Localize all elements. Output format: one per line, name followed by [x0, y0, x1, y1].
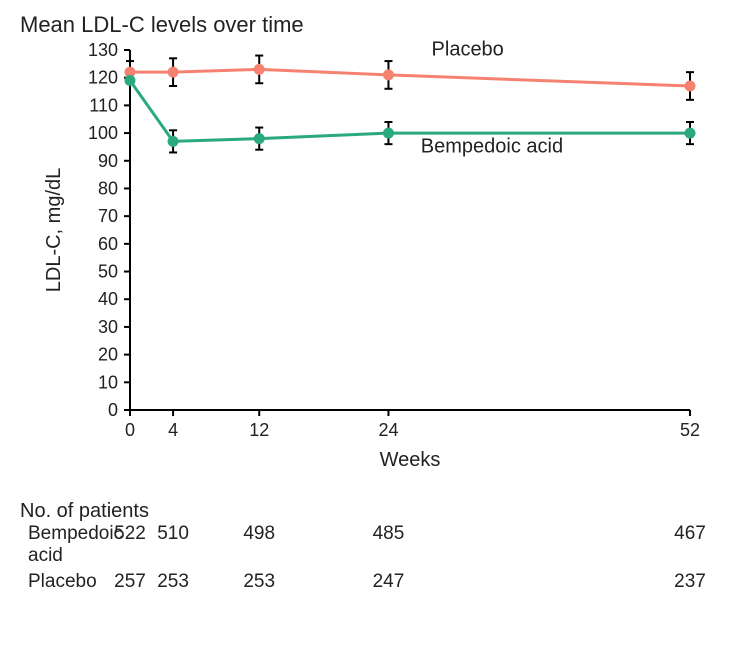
- table-cell: 510: [157, 523, 189, 545]
- table-row: Bempedoic acid522 510 498 485 467: [0, 523, 735, 571]
- chart-svg: 0 10 20 30 40 50 60 70 80 90 100 110 120 130 0 4 12 24 52 W…: [0, 40, 735, 480]
- marker: [168, 67, 178, 77]
- page: Mean LDL-C levels over time 010203040506…: [0, 0, 735, 646]
- series-line-bempedoic-acid: [130, 80, 690, 141]
- table-title: No. of patients: [20, 500, 735, 523]
- series-label-placebo: Placebo: [432, 40, 504, 61]
- y-axis-label: LDL-C, mg/dL: [43, 168, 65, 293]
- x-tick-label: 4: [168, 420, 178, 440]
- y-tick-label: 70: [98, 206, 118, 226]
- marker: [383, 128, 393, 138]
- table-cell: 485: [373, 523, 405, 545]
- x-tick-label: 24: [378, 420, 398, 440]
- table-row: Placebo 257 253 253 247 237: [0, 571, 735, 599]
- y-tick-label: 100: [88, 123, 118, 143]
- table-cell: 247: [373, 571, 405, 593]
- y-tick-label: 30: [98, 317, 118, 337]
- table-cell: 522: [114, 523, 146, 545]
- series-label-bempedoic-acid: Bempedoic acid: [421, 135, 563, 157]
- marker: [254, 134, 264, 144]
- patient-count-table: No. of patients Bempedoic acid522 510 498 4…: [0, 500, 735, 599]
- marker: [168, 136, 178, 146]
- chart-title: Mean LDL-C levels over time: [20, 12, 304, 38]
- marker: [125, 75, 135, 85]
- marker: [685, 81, 695, 91]
- y-tick-label: 80: [98, 178, 118, 198]
- y-tick-label: 110: [89, 95, 118, 115]
- table-cell: 257: [114, 571, 146, 593]
- table-cell: 498: [243, 523, 275, 545]
- series-line-placebo: [130, 69, 690, 86]
- row-label: Placebo: [28, 571, 97, 593]
- x-tick-label: 0: [125, 420, 135, 440]
- marker: [254, 64, 264, 74]
- x-tick-label: 12: [249, 420, 269, 440]
- y-tick-label: 90: [98, 151, 118, 171]
- marker: [383, 70, 393, 80]
- y-tick-label: 20: [98, 345, 118, 365]
- y-tick-label: 10: [98, 372, 118, 392]
- table-cell: 253: [243, 571, 275, 593]
- y-tick-label: 130: [88, 40, 118, 60]
- table-cell: 237: [674, 571, 706, 593]
- table-cell: 253: [157, 571, 189, 593]
- y-tick-label: 40: [98, 289, 118, 309]
- y-tick-label: 50: [98, 262, 118, 282]
- y-tick-label: 0: [108, 400, 118, 420]
- marker: [685, 128, 695, 138]
- y-tick-label: 60: [98, 234, 118, 254]
- chart-area: 0 10 20 30 40 50 60 70 80 90 100 110 120 130 0 4 12 24 52 W…: [0, 40, 735, 480]
- row-label: Bempedoic acid: [28, 523, 123, 567]
- y-tick-label: 120: [88, 68, 118, 88]
- table-cell: 467: [674, 523, 706, 545]
- x-tick-label: 52: [680, 420, 700, 440]
- x-axis-label: Weeks: [380, 449, 441, 471]
